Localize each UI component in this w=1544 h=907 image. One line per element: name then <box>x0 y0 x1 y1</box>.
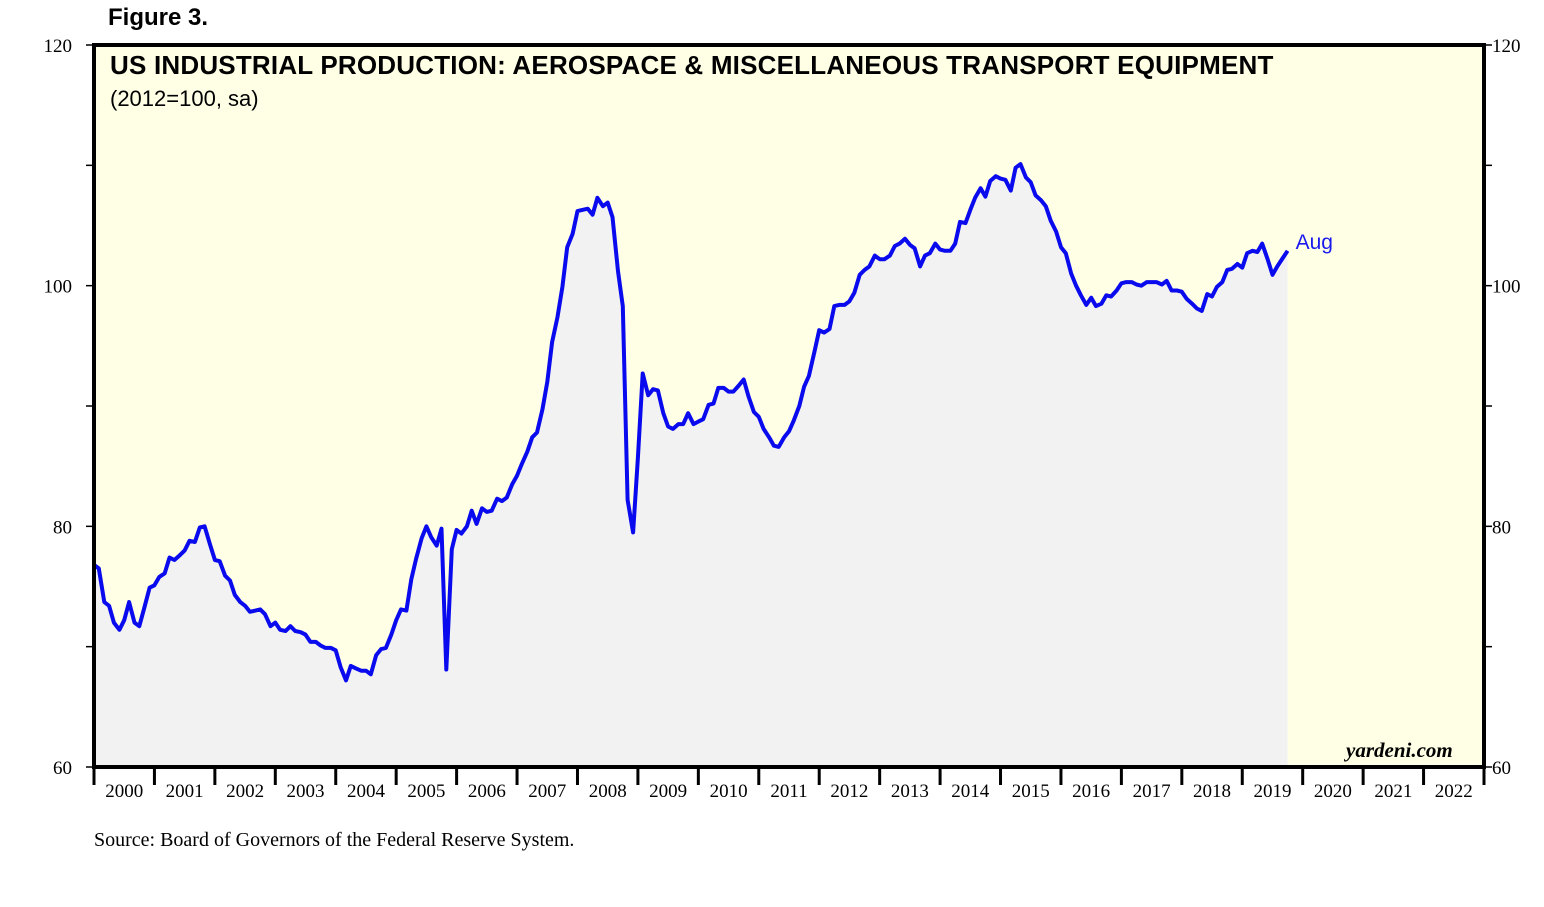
y-tick-label-left: 100 <box>44 277 73 298</box>
x-tick-label: 2014 <box>951 781 990 802</box>
x-tick-label: 2022 <box>1435 781 1473 802</box>
x-tick-label: 2007 <box>528 781 566 802</box>
figure-label: Figure 3. <box>108 4 209 31</box>
x-tick-label: 2017 <box>1133 781 1171 802</box>
x-tick-label: 2008 <box>589 781 627 802</box>
chart-title: US INDUSTRIAL PRODUCTION: AEROSPACE & MI… <box>110 50 1274 80</box>
x-tick-label: 2006 <box>468 781 506 802</box>
x-tick-label: 2010 <box>710 781 748 802</box>
y-axis-ticks: 60 60 80 80 100 100 120 120 <box>44 36 1521 779</box>
x-axis-ticks <box>92 767 1486 785</box>
x-tick-label: 2020 <box>1314 781 1352 802</box>
x-tick-label: 2015 <box>1012 781 1050 802</box>
x-tick-label: 2001 <box>166 781 204 802</box>
x-tick-label: 2013 <box>891 781 929 802</box>
y-tick-label-left: 80 <box>53 517 72 538</box>
plot-frame <box>92 43 1486 769</box>
x-tick-label: 2005 <box>407 781 445 802</box>
x-tick-label: 2009 <box>649 781 687 802</box>
x-tick-label: 2016 <box>1072 781 1110 802</box>
x-tick-label: 2018 <box>1193 781 1231 802</box>
series-line <box>92 162 1290 683</box>
x-tick-label: 2012 <box>830 781 868 802</box>
source-note: Source: Board of Governors of the Federa… <box>94 829 575 851</box>
x-tick-label: 2011 <box>770 781 807 802</box>
series-area <box>94 164 1288 768</box>
y-tick-label-left: 120 <box>44 36 73 57</box>
x-tick-label: 2019 <box>1253 781 1291 802</box>
series-end-label: Aug <box>1296 231 1333 254</box>
x-tick-label: 2000 <box>105 781 143 802</box>
watermark: yardeni.com <box>1346 738 1453 762</box>
x-tick-label: 2002 <box>226 781 264 802</box>
y-tick-label-left: 60 <box>53 758 72 779</box>
chart-subtitle: (2012=100, sa) <box>110 86 259 111</box>
y-tick-label-right: 80 <box>1492 517 1511 538</box>
y-tick-label-right: 100 <box>1492 277 1521 298</box>
x-tick-label: 2003 <box>287 781 325 802</box>
y-tick-label-right: 120 <box>1492 36 1521 57</box>
x-tick-label: 2021 <box>1374 781 1412 802</box>
x-axis-labels: 2000 2001 2002 2003 2004 2005 2006 2007 2008 2009… <box>105 781 1473 802</box>
y-tick-label-right: 60 <box>1492 758 1511 779</box>
x-tick-label: 2004 <box>347 781 386 802</box>
